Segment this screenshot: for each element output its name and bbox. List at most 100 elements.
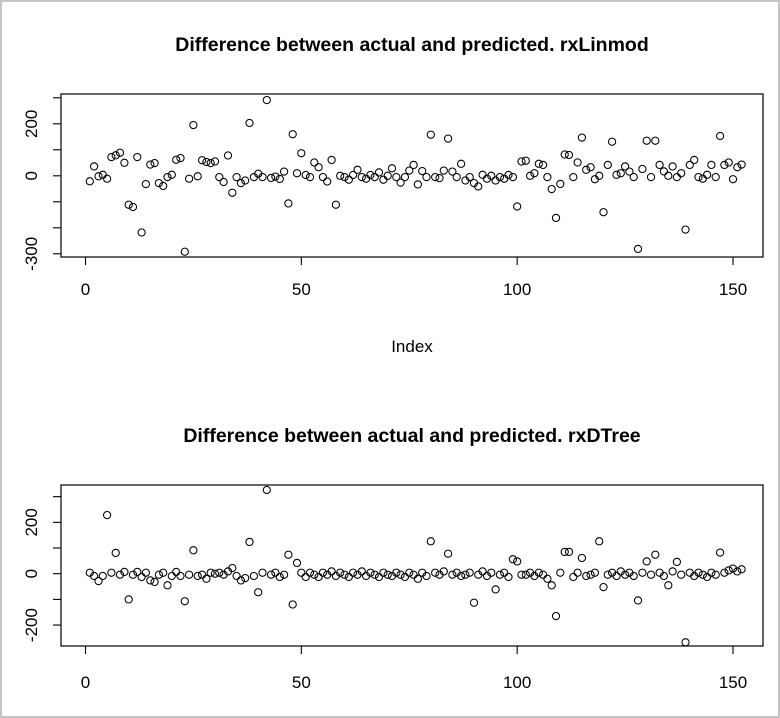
- plot-box: [60, 93, 764, 258]
- data-point: [115, 148, 125, 157]
- y-tick-label: 0: [22, 569, 41, 578]
- data-point: [344, 175, 353, 184]
- data-point: [612, 571, 621, 581]
- data-point: [625, 167, 634, 176]
- data-point: [379, 175, 388, 184]
- data-point: [284, 550, 293, 559]
- data-point: [262, 485, 271, 495]
- x-tick-label: 50: [292, 673, 311, 692]
- data-point: [210, 157, 220, 166]
- data-point: [374, 168, 384, 177]
- y-tick-label: 200: [22, 508, 41, 536]
- data-point: [228, 188, 237, 197]
- data-point: [98, 571, 107, 581]
- data-point: [172, 155, 181, 164]
- data-point: [711, 570, 720, 579]
- data-point: [547, 581, 556, 590]
- data-point: [603, 160, 612, 170]
- data-point: [487, 171, 496, 180]
- data-point: [638, 164, 647, 174]
- data-point: [733, 163, 742, 172]
- x-tick-label: 100: [503, 280, 531, 299]
- data-point: [193, 571, 202, 581]
- data-point: [107, 152, 116, 162]
- data-point: [547, 184, 556, 194]
- data-point: [340, 570, 349, 579]
- data-point: [400, 172, 410, 182]
- data-point: [215, 172, 224, 182]
- data-point: [508, 172, 518, 182]
- data-point: [137, 228, 146, 237]
- data-point: [348, 170, 358, 180]
- data-point: [154, 570, 164, 579]
- data-point: [271, 172, 280, 181]
- data-point: [396, 178, 405, 187]
- data-point: [452, 172, 461, 182]
- data-point: [495, 172, 505, 182]
- data-point: [573, 568, 582, 577]
- data-point: [543, 172, 552, 182]
- data-point: [292, 169, 302, 178]
- data-point: [478, 170, 487, 179]
- data-point: [396, 570, 405, 579]
- data-point: [439, 567, 448, 576]
- data-point: [366, 170, 375, 180]
- data-point: [642, 136, 651, 145]
- data-point: [353, 165, 362, 174]
- data-point: [655, 160, 664, 170]
- data-point: [98, 170, 107, 179]
- data-point: [336, 171, 345, 180]
- data-point: [137, 572, 146, 582]
- y-tick-label: 0: [22, 171, 41, 180]
- data-point: [189, 546, 198, 555]
- data-point: [685, 160, 694, 170]
- data-point: [530, 169, 539, 178]
- data-point: [651, 550, 660, 559]
- data-point: [495, 570, 505, 579]
- data-point: [456, 571, 466, 581]
- data-point: [392, 172, 401, 182]
- y-tick-label: -300: [22, 237, 41, 271]
- data-point: [564, 150, 574, 160]
- data-point: [150, 158, 159, 168]
- data-point: [318, 172, 328, 182]
- x-tick-label: 100: [503, 673, 531, 692]
- data-point: [633, 244, 643, 254]
- data-point: [487, 568, 496, 577]
- data-point: [426, 537, 435, 546]
- data-point: [538, 570, 548, 579]
- data-point: [720, 160, 729, 170]
- data-point: [197, 156, 207, 165]
- data-point: [124, 200, 133, 209]
- data-point: [202, 157, 211, 167]
- data-point: [733, 567, 742, 576]
- data-point: [258, 568, 267, 577]
- data-point: [582, 165, 591, 174]
- data-point: [681, 638, 690, 647]
- data-point: [564, 547, 574, 557]
- data-point: [521, 156, 530, 165]
- data-point: [426, 130, 435, 139]
- data-point: [146, 576, 155, 585]
- data-point: [310, 570, 319, 579]
- data-point: [266, 570, 276, 579]
- data-point: [305, 172, 315, 182]
- data-point: [469, 598, 479, 607]
- data-point: [413, 574, 423, 583]
- plot-area-1: 0 50 100 150 200 0 -200: [22, 484, 764, 692]
- x-tick-label: 150: [719, 673, 747, 692]
- data-point: [107, 568, 116, 577]
- data-point: [672, 172, 682, 182]
- data-point: [439, 166, 448, 175]
- data-point: [383, 570, 392, 579]
- data-point: [379, 568, 388, 577]
- data-point: [275, 174, 284, 184]
- data-point: [327, 155, 336, 165]
- data-point: [513, 557, 522, 566]
- data-point: [720, 568, 729, 577]
- data-point: [336, 568, 345, 577]
- data-point: [465, 568, 474, 577]
- data-point: [448, 570, 457, 579]
